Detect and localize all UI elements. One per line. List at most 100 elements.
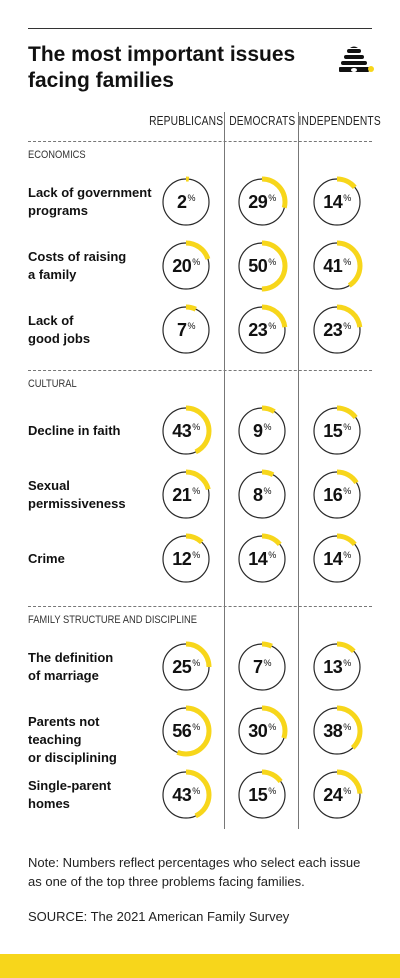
row-label-line: Crime [28, 551, 65, 566]
gauge-number: 23 [323, 319, 343, 340]
percent-sign: % [343, 193, 351, 203]
gauge-republicans: 2% [159, 175, 213, 229]
gauge-arc [311, 641, 363, 693]
row-label-line: Lack of government [28, 185, 152, 200]
row-label: Parents not teaching or disciplining [28, 713, 153, 767]
percent-sign: % [343, 786, 351, 796]
bottom-accent-bar [0, 954, 400, 978]
gauge-arc [236, 405, 288, 457]
percent-sign: % [192, 422, 200, 432]
gauge-arc [160, 405, 212, 457]
gauge-value: 43% [159, 404, 213, 458]
gauge-number: 29 [248, 191, 268, 212]
gauge-republicans: 7% [159, 303, 213, 357]
gauge-arc [236, 533, 288, 585]
column-header-independents: INDEPENDENTS [298, 114, 381, 128]
gauge-svg [311, 533, 363, 585]
gauge-value: 7% [235, 640, 289, 694]
percent-sign: % [268, 722, 276, 732]
percent-sign: % [192, 722, 200, 732]
gauge-svg [311, 469, 363, 521]
percent-sign: % [268, 257, 276, 267]
section-divider [28, 370, 372, 371]
gauge-value: 14% [235, 532, 289, 586]
gauge-svg [236, 705, 288, 757]
title-line-2: facing families [28, 69, 174, 92]
gauge-arc [160, 469, 212, 521]
percent-sign: % [343, 722, 351, 732]
percent-sign: % [263, 486, 272, 496]
gauge-independents: 14% [310, 532, 364, 586]
top-rule [28, 28, 372, 29]
gauge-democrats: 50% [235, 239, 289, 293]
gauge-arc [311, 469, 363, 521]
percent-sign: % [187, 193, 196, 203]
gauge-arc [160, 176, 212, 228]
gauge-value: 30% [235, 704, 289, 758]
row-label: Single-parent homes [28, 777, 153, 813]
gauge-value: 24% [310, 768, 364, 822]
gauge-svg [236, 240, 288, 292]
gauge-arc [311, 533, 363, 585]
percent-sign: % [268, 550, 276, 560]
gauge-number: 9 [252, 420, 263, 441]
gauge-value: 9% [235, 404, 289, 458]
percent-sign: % [343, 658, 351, 668]
gauge-independents: 14% [310, 175, 364, 229]
gauge-democrats: 29% [235, 175, 289, 229]
row-label-line: programs [28, 203, 88, 218]
percent-sign: % [268, 321, 276, 331]
gauge-value: 13% [310, 640, 364, 694]
gauge-svg [311, 176, 363, 228]
gauge-number: 25 [172, 656, 192, 677]
gauge-republicans: 12% [159, 532, 213, 586]
gauge-number: 14 [323, 191, 343, 212]
gauge-arc [236, 769, 288, 821]
row-label: Costs of raising a family [28, 248, 153, 284]
title-line-1: The most important issues [28, 43, 296, 66]
gauge-svg [160, 769, 212, 821]
gauge-arc [236, 641, 288, 693]
gauge-number: 8 [252, 484, 263, 505]
gauge-arc [311, 240, 363, 292]
percent-sign: % [343, 550, 351, 560]
gauge-arc [160, 769, 212, 821]
gauge-number: 20 [172, 255, 192, 276]
gauge-democrats: 9% [235, 404, 289, 458]
gauge-number: 50 [248, 255, 268, 276]
gauge-svg [160, 705, 212, 757]
gauge-svg [160, 240, 212, 292]
gauge-democrats: 14% [235, 532, 289, 586]
gauge-svg [160, 533, 212, 585]
section-divider [28, 606, 372, 607]
gauge-value: 16% [310, 468, 364, 522]
gauge-arc [311, 405, 363, 457]
gauge-value: 25% [159, 640, 213, 694]
gauge-arc [160, 705, 212, 757]
gauge-independents: 41% [310, 239, 364, 293]
gauge-arc [236, 304, 288, 356]
gauge-number: 13 [323, 656, 343, 677]
percent-sign: % [192, 786, 200, 796]
gauge-svg [311, 304, 363, 356]
gauge-svg [236, 769, 288, 821]
gauge-value: 23% [235, 303, 289, 357]
footnote: Note: Numbers reflect percentages who se… [28, 855, 361, 889]
percent-sign: % [268, 786, 276, 796]
gauge-republicans: 43% [159, 768, 213, 822]
gauge-svg [311, 769, 363, 821]
gauge-number: 38 [323, 720, 343, 741]
percent-sign: % [192, 486, 200, 496]
row-label-line: Decline in faith [28, 423, 121, 438]
column-header-republicans: REPUBLICANS [149, 114, 224, 128]
gauge-svg [236, 469, 288, 521]
source-line: SOURCE: The 2021 American Family Survey [28, 909, 290, 924]
gauge-svg [236, 641, 288, 693]
row-label: Lack of government programs [28, 184, 153, 220]
gauge-democrats: 15% [235, 768, 289, 822]
gauge-democrats: 8% [235, 468, 289, 522]
percent-sign: % [187, 321, 196, 331]
column-divider [298, 112, 299, 829]
gauge-arc [236, 469, 288, 521]
column-header-democrats: DEMOCRATS [229, 114, 296, 128]
